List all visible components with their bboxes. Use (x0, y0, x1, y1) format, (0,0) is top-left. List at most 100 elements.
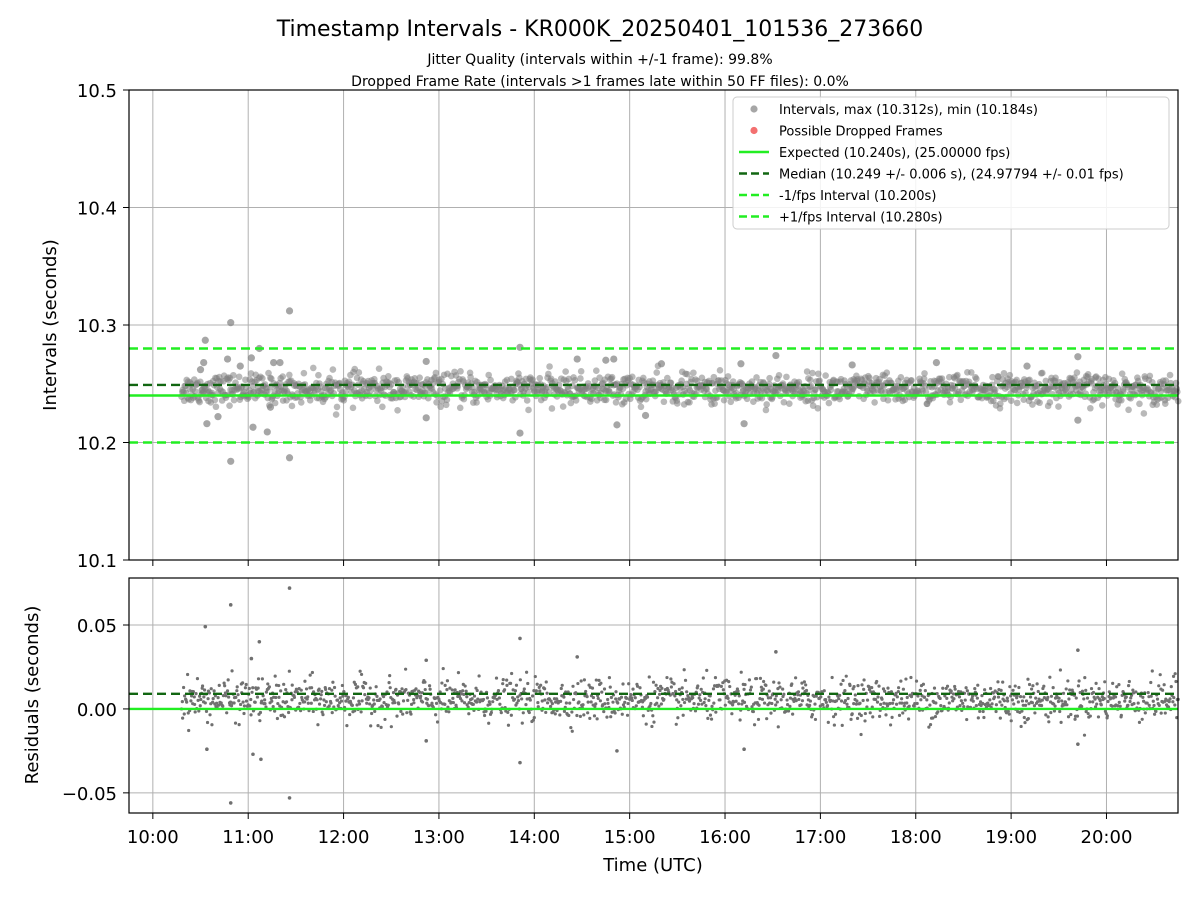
residual-point (1080, 689, 1085, 693)
residual-point (840, 723, 844, 727)
residual-point (699, 687, 703, 691)
interval-outlier-point (602, 356, 610, 364)
residual-point (195, 677, 200, 681)
residual-outlier-point (203, 624, 208, 629)
residual-point (669, 685, 673, 689)
residual-point (1011, 688, 1015, 692)
residual-point (1005, 696, 1009, 700)
interval-outlier-point (223, 355, 232, 363)
interval-outlier-point (214, 413, 222, 421)
residual-point (858, 701, 862, 705)
residual-point (1096, 715, 1101, 719)
residual-point (430, 701, 434, 705)
residual-point (404, 667, 408, 671)
residual-point (532, 715, 536, 720)
residual-point (905, 701, 909, 705)
residual-point (742, 687, 746, 691)
residual-point (250, 690, 254, 694)
residual-point (351, 696, 356, 700)
residual-point (1009, 719, 1013, 723)
residual-point (703, 697, 707, 701)
residual-point (974, 703, 978, 708)
residual-point (594, 678, 598, 682)
residual-point (570, 710, 574, 714)
residual-point (545, 701, 550, 705)
residual-point (308, 673, 312, 677)
residual-point (988, 698, 992, 702)
residual-point (506, 723, 511, 727)
residual-point (198, 704, 202, 708)
residual-point (443, 683, 447, 688)
residual-point (451, 696, 455, 700)
interval-point (349, 381, 356, 389)
interval-point (836, 395, 843, 403)
residual-point (900, 701, 904, 705)
interval-point (375, 365, 383, 372)
residual-point (631, 687, 635, 691)
residual-point (672, 682, 676, 686)
residual-point (629, 693, 633, 697)
residual-point (445, 688, 449, 692)
residual-point (317, 687, 321, 691)
residual-point (651, 680, 656, 684)
residual-point (589, 700, 593, 704)
residual-point (1169, 685, 1173, 689)
interval-point (524, 388, 532, 396)
residual-point (501, 682, 505, 686)
residual-point (181, 716, 185, 720)
residual-point (382, 700, 386, 705)
residual-point (1040, 698, 1044, 702)
residual-point (651, 714, 655, 718)
residual-point (592, 714, 597, 718)
residual-outlier-point (742, 747, 746, 752)
residual-point (1137, 720, 1142, 724)
residual-point (496, 689, 501, 693)
residual-point (574, 692, 578, 696)
interval-point (763, 401, 770, 408)
residual-point (292, 695, 297, 699)
residual-point (958, 704, 962, 708)
residual-point (186, 672, 190, 677)
interval-point (309, 364, 317, 372)
residual-point (440, 681, 444, 685)
residual-point (576, 681, 580, 686)
residual-point (434, 701, 439, 705)
interval-point (822, 372, 829, 379)
residual-point (450, 688, 454, 692)
residual-point (427, 704, 431, 708)
residual-point (918, 688, 922, 692)
residual-point (638, 686, 642, 690)
interval-point (288, 402, 296, 410)
residual-point (1171, 700, 1175, 704)
residual-point (191, 690, 195, 694)
residual-point (564, 701, 568, 705)
interval-point (809, 369, 816, 377)
residual-point (607, 676, 612, 680)
residual-point (562, 709, 567, 714)
interval-point (333, 403, 341, 411)
interval-point (766, 374, 773, 382)
y-tick-label: 10.3 (77, 316, 117, 337)
residual-point (545, 691, 549, 695)
residual-point (1015, 694, 1019, 698)
residual-point (996, 680, 1000, 684)
residual-point (674, 722, 678, 726)
interval-point (1013, 399, 1021, 407)
residual-point (367, 696, 371, 700)
residual-point (423, 680, 427, 684)
residual-point (185, 700, 189, 704)
residual-outlier-point (424, 658, 429, 663)
residual-point (907, 704, 911, 708)
residual-point (353, 682, 358, 686)
residual-point (965, 717, 969, 722)
residual-point (1083, 676, 1087, 680)
residuals-reference-lines (129, 692, 1178, 711)
residual-outlier-point (1076, 742, 1080, 746)
residual-point (1171, 674, 1176, 678)
residual-point (316, 723, 320, 727)
residual-point (1157, 703, 1161, 707)
interval-outlier-point (573, 355, 581, 363)
residual-point (335, 698, 340, 702)
residual-point (538, 689, 542, 693)
interval-point (922, 388, 930, 396)
